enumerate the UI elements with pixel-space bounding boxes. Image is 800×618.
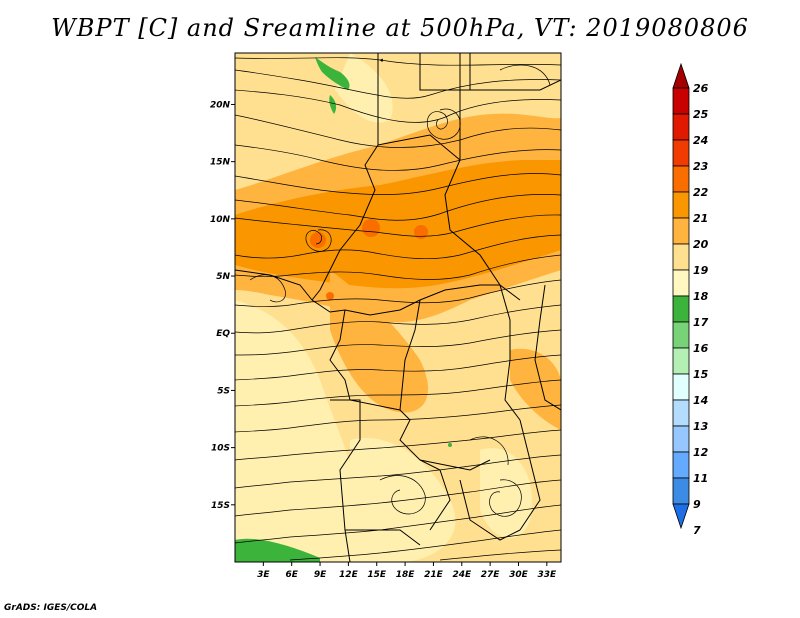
colorbar-label: 7: [693, 524, 701, 537]
colorbar-segment: [672, 399, 690, 427]
colorbar-label: 11: [693, 472, 708, 485]
colorbar-segment: [672, 87, 690, 115]
colorbar-segment: [672, 269, 690, 297]
colorbar-segment: [672, 217, 690, 245]
colorbar-segment: [672, 243, 690, 271]
colorbar-segment: [672, 347, 690, 375]
colorbar-label: 25: [693, 108, 709, 121]
streamlines: [235, 57, 561, 561]
longitude-axis: 3E 6E 9E 12E 15E 18E 21E 24E 27E 30E 33E: [257, 562, 557, 580]
lon-tick-label: 12E: [339, 570, 359, 580]
country-borders: [235, 53, 561, 562]
colorbar-segment: [672, 113, 690, 141]
lon-tick-label: 24E: [452, 570, 472, 580]
colorbar-label: 23: [693, 160, 709, 173]
lon-tick-label: 33E: [537, 570, 557, 580]
lon-tick-label: 6E: [285, 570, 298, 580]
footer-credit: GrADS: IGES/COLA: [4, 603, 98, 613]
lon-tick-label: 27E: [481, 570, 501, 580]
colorbar-max-arrow: [672, 62, 690, 89]
colorbar-segment: [672, 373, 690, 401]
lat-tick-label: 15N: [210, 158, 231, 168]
colorbar-segment: [672, 295, 690, 323]
lon-tick-label: 15E: [367, 570, 387, 580]
lon-tick-label: 18E: [396, 570, 416, 580]
colorbar-min-arrow: [672, 503, 690, 530]
map-title: WBPT [C] and Sreamline at 500hPa, VT: 20…: [51, 14, 749, 42]
colorbar-segment: [672, 165, 690, 193]
colorbar-label: 18: [693, 290, 709, 303]
plot-frame: [234, 52, 562, 563]
temperature-field: [235, 53, 561, 562]
colorbar-segment: [672, 425, 690, 453]
colorbar-label: 19: [693, 264, 709, 277]
lat-tick-label: EQ: [216, 329, 230, 339]
colorbar-label: 16: [693, 342, 709, 355]
colorbar-segment: [672, 139, 690, 167]
lat-tick-label: 15S: [211, 501, 230, 511]
colorbar-label: 21: [693, 212, 708, 225]
lat-tick-label: 20N: [210, 100, 231, 110]
lat-tick-label: 10N: [210, 215, 231, 225]
lon-tick-label: 3E: [257, 570, 270, 580]
lat-tick-label: 10S: [211, 444, 230, 454]
colorbar-label: 20: [693, 238, 709, 251]
colorbar-segment: [672, 451, 690, 479]
colorbar: 26 25 24 23 22 21 20 19 18 17 16 15 14 13 12 11 9 7: [672, 62, 709, 537]
colorbar-label: 22: [693, 186, 709, 199]
lat-tick-label: 5N: [216, 272, 230, 282]
lat-tick-label: 5S: [217, 386, 230, 396]
colorbar-label: 26: [693, 82, 709, 95]
lon-tick-label: 30E: [509, 570, 529, 580]
colorbar-label: 12: [693, 446, 709, 459]
lon-tick-label: 21E: [424, 570, 444, 580]
colorbar-label: 15: [693, 368, 709, 381]
latitude-axis: 20N 15N 10N 5N EQ 5S 10S 15S: [210, 100, 235, 511]
colorbar-segment: [672, 477, 690, 505]
lon-tick-label: 9E: [314, 570, 327, 580]
colorbar-label: 17: [693, 316, 709, 329]
colorbar-segment: [672, 321, 690, 349]
colorbar-label: 24: [693, 134, 708, 147]
colorbar-label: 9: [693, 498, 701, 511]
colorbar-segment: [672, 191, 690, 219]
colorbar-label: 14: [693, 394, 708, 407]
colorbar-label: 13: [693, 420, 709, 433]
